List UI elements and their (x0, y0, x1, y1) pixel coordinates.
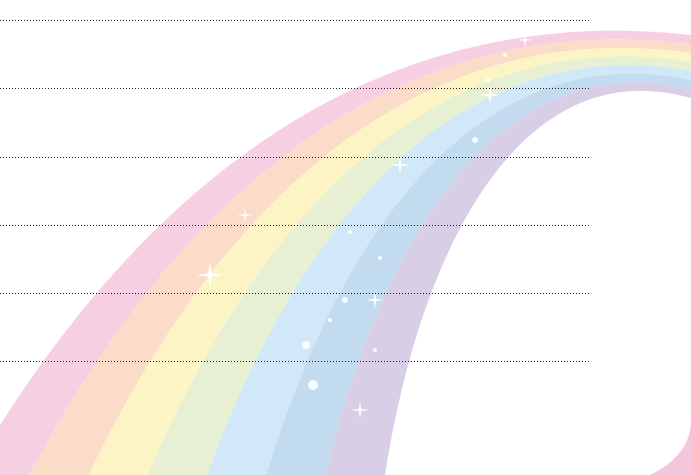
rainbow-band (147, 56, 691, 475)
ruled-lines (0, 20, 591, 362)
sparkle-star (302, 97, 318, 113)
sparkle-dot (308, 380, 318, 390)
sparkle-dot (348, 230, 352, 234)
sparkle-star (517, 32, 533, 48)
sparkle-dot (302, 341, 310, 349)
sparkle-star (237, 207, 253, 223)
rainbow-band (29, 39, 691, 475)
rainbow (0, 30, 691, 475)
sparkle-star (480, 85, 500, 105)
sparkle-star (390, 155, 410, 175)
rainbow-band (325, 82, 691, 475)
sparkle-dot (328, 318, 332, 322)
sparkle-dot (263, 126, 267, 130)
sparkle-star (196, 261, 224, 289)
sparkle-star (351, 401, 369, 419)
sparkle-dot (378, 256, 382, 260)
sparkle-dot (342, 297, 348, 303)
rainbow-band (266, 73, 691, 475)
sparkles (196, 32, 533, 419)
rainbow-band (0, 30, 691, 475)
sparkle-dot (373, 348, 377, 352)
rainbow-band (88, 47, 691, 475)
rainbow-band (207, 65, 691, 475)
sparkle-star (381, 36, 409, 64)
corner-decoration (650, 420, 691, 475)
sparkle-star (366, 291, 384, 309)
sparkle-dot (472, 137, 478, 143)
sparkle-dot (486, 78, 490, 82)
sparkle-dot (503, 53, 507, 57)
